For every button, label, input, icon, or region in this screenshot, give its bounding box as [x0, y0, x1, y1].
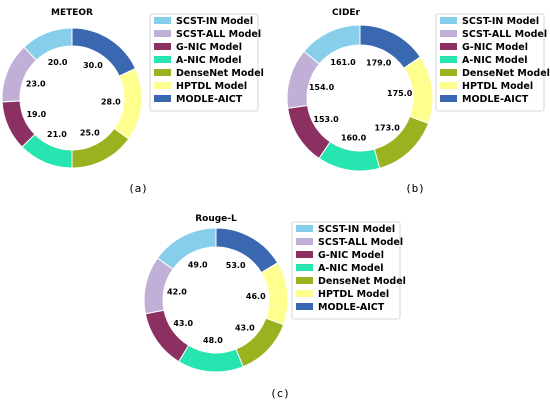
value-labels: 20.0 23.0 19.0 21.0 25.0 28.0 30.0 — [26, 58, 121, 139]
legend-label-g-nic-model: G-NIC Model — [318, 250, 384, 261]
slice-scst-all-model — [144, 258, 173, 314]
legend-swatch-scst-all-model — [296, 238, 313, 245]
legend-swatch-hptdl-model — [154, 82, 171, 89]
legend-label-scst-all-model: SCST-ALL Model — [462, 29, 547, 40]
value-label: 30.0 — [83, 61, 103, 70]
legend-swatch-g-nic-model — [440, 43, 457, 50]
slice-a-nic-model — [22, 134, 72, 168]
slice-scst-all-model — [2, 47, 36, 102]
chart-title: Rouge-L — [195, 214, 237, 224]
legend-label-densenet-model: DenseNet Model — [318, 276, 406, 287]
legend: SCST-IN Model SCST-ALL Model G-NIC Model A-… — [150, 14, 264, 111]
value-label: 48.0 — [203, 336, 223, 345]
legend-label-a-nic-model: A-NIC Model — [318, 263, 384, 274]
legend-label-hptdl-model: HPTDL Model — [176, 81, 247, 92]
legend-label-scst-all-model: SCST-ALL Model — [318, 237, 403, 248]
legend-label-scst-all-model: SCST-ALL Model — [176, 29, 261, 40]
value-label: 46.0 — [246, 292, 266, 301]
legend-swatch-modle-aict — [154, 95, 171, 102]
value-label: 25.0 — [80, 129, 100, 138]
value-label: 160.0 — [341, 133, 367, 142]
legend-swatch-scst-in-model — [296, 225, 313, 232]
panel-caption: (c) — [270, 387, 290, 400]
chart-panel-meteor: METEOR 20.0 23.0 19.0 21.0 25.0 28.0 30.0 SCST… — [2, 8, 264, 195]
legend-label-g-nic-model: G-NIC Model — [176, 42, 242, 53]
value-label: 21.0 — [47, 130, 67, 139]
slice-modle-aict — [72, 28, 135, 76]
value-label: 173.0 — [374, 123, 400, 132]
chart-title: CIDEr — [332, 8, 361, 18]
legend-swatch-hptdl-model — [440, 82, 457, 89]
legend-label-a-nic-model: A-NIC Model — [462, 55, 528, 66]
panel-caption: (a) — [128, 182, 148, 195]
value-label: 43.0 — [235, 324, 255, 333]
value-label: 28.0 — [101, 98, 121, 107]
legend-label-hptdl-model: HPTDL Model — [318, 289, 389, 300]
value-label: 179.0 — [366, 59, 392, 68]
legend-swatch-densenet-model — [440, 69, 457, 76]
legend-swatch-a-nic-model — [296, 264, 313, 271]
panel-caption: (b) — [405, 182, 425, 195]
donut-slices — [2, 28, 142, 168]
slice-a-nic-model — [179, 345, 243, 372]
legend-swatch-scst-in-model — [154, 17, 171, 24]
legend-swatch-a-nic-model — [154, 56, 171, 63]
legend-label-modle-aict: MODLE-AICT — [462, 94, 529, 105]
legend-swatch-a-nic-model — [440, 56, 457, 63]
legend-label-scst-in-model: SCST-IN Model — [176, 16, 253, 27]
legend-swatch-g-nic-model — [154, 43, 171, 50]
slice-g-nic-model — [145, 310, 188, 361]
value-label: 20.0 — [48, 58, 68, 67]
legend-label-hptdl-model: HPTDL Model — [462, 81, 533, 92]
donut-slices — [144, 228, 288, 372]
legend-swatch-densenet-model — [154, 69, 171, 76]
legend-swatch-densenet-model — [296, 277, 313, 284]
value-label: 153.0 — [313, 115, 339, 124]
value-label: 53.0 — [226, 261, 246, 270]
value-label: 49.0 — [188, 260, 208, 269]
legend-swatch-scst-all-model — [440, 30, 457, 37]
value-label: 42.0 — [167, 288, 187, 297]
value-label: 19.0 — [26, 110, 46, 119]
legend-swatch-g-nic-model — [296, 251, 313, 258]
value-label: 23.0 — [26, 80, 46, 89]
legend-swatch-hptdl-model — [296, 290, 313, 297]
value-labels: 49.0 42.0 43.0 48.0 43.0 46.0 53.0 — [167, 260, 266, 344]
value-label: 161.0 — [330, 58, 356, 67]
legend-label-densenet-model: DenseNet Model — [176, 68, 264, 79]
legend: SCST-IN Model SCST-ALL Model G-NIC Model A-… — [292, 222, 406, 319]
legend-label-g-nic-model: G-NIC Model — [462, 42, 528, 53]
legend-label-modle-aict: MODLE-AICT — [176, 94, 243, 105]
slice-scst-all-model — [287, 51, 319, 108]
legend: SCST-IN Model SCST-ALL Model G-NIC Model A-… — [436, 14, 550, 111]
legend-swatch-modle-aict — [296, 303, 313, 310]
legend-label-modle-aict: MODLE-AICT — [318, 302, 385, 313]
legend-label-densenet-model: DenseNet Model — [462, 68, 550, 79]
slice-a-nic-model — [319, 142, 380, 171]
value-label: 43.0 — [173, 319, 193, 328]
legend-label-scst-in-model: SCST-IN Model — [462, 16, 539, 27]
legend-swatch-scst-in-model — [440, 17, 457, 24]
legend-swatch-scst-all-model — [154, 30, 171, 37]
legend-label-scst-in-model: SCST-IN Model — [318, 224, 395, 235]
legend-swatch-modle-aict — [440, 95, 457, 102]
chart-panel-rouge-l: Rouge-L 49.0 42.0 43.0 48.0 43.0 46.0 53.0 SCS… — [144, 214, 406, 400]
legend-label-a-nic-model: A-NIC Model — [176, 55, 242, 66]
value-label: 175.0 — [387, 89, 413, 98]
value-label: 154.0 — [309, 83, 335, 92]
chart-title: METEOR — [51, 8, 93, 18]
